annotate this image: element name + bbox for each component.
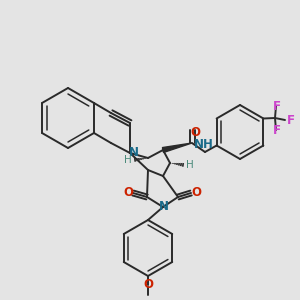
Text: O: O [190, 127, 200, 140]
Text: F: F [273, 124, 281, 136]
Text: O: O [143, 278, 153, 290]
Text: F: F [273, 100, 281, 112]
Text: F: F [287, 113, 295, 127]
Text: H: H [186, 160, 194, 170]
Text: O: O [191, 187, 201, 200]
Text: N: N [159, 200, 169, 212]
Text: NH: NH [194, 137, 214, 151]
Text: N: N [129, 146, 139, 158]
Text: H: H [124, 155, 132, 165]
Text: O: O [123, 187, 133, 200]
Polygon shape [162, 143, 192, 152]
